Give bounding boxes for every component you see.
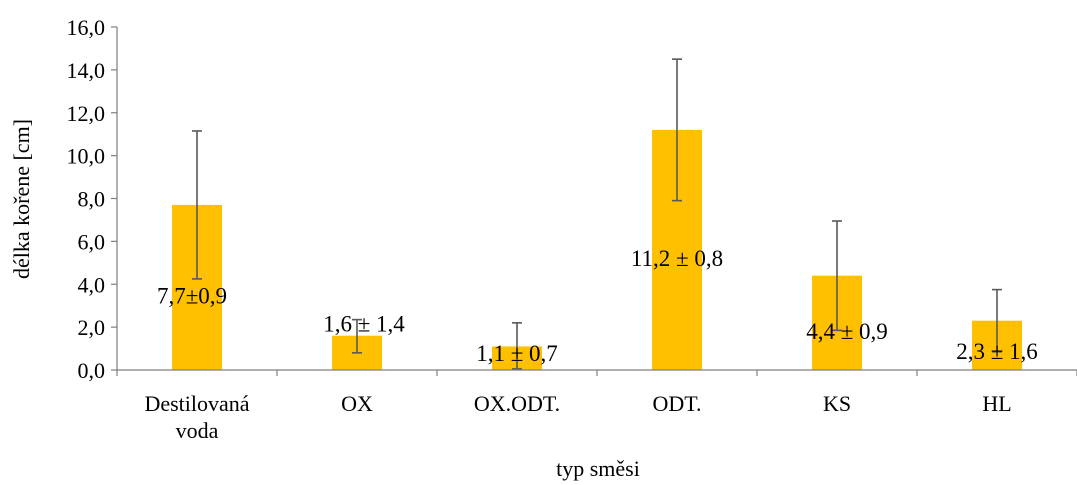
x-axis-title: typ směsi xyxy=(556,456,640,481)
y-tick-label: 16,0 xyxy=(67,15,106,40)
y-tick-label: 6,0 xyxy=(78,229,106,254)
data-label: 11,2 ± 0,8 xyxy=(631,246,723,271)
y-tick-label: 14,0 xyxy=(67,58,106,83)
y-tick-label: 12,0 xyxy=(67,101,106,126)
y-tick-label: 10,0 xyxy=(67,144,106,169)
y-tick-label: 0,0 xyxy=(78,358,106,383)
x-tick-label: KS xyxy=(823,391,851,416)
x-tick-label: OX.ODT. xyxy=(474,391,560,416)
y-tick-label: 4,0 xyxy=(78,272,106,297)
y-axis-title: délka kořene [cm] xyxy=(9,119,34,279)
data-labels: 7,7±0,9 1,6 ± 1,4 1,1 ± 0,7 11,2 ± 0,8 4,4 ±… xyxy=(157,246,1038,366)
x-tick-label: ODT. xyxy=(652,391,701,416)
x-tick-label: HL xyxy=(982,391,1011,416)
data-label: 1,6 ± 1,4 xyxy=(323,312,405,337)
y-tick-label: 2,0 xyxy=(78,315,106,340)
error-bars xyxy=(192,58,1002,370)
y-axis: 0,0 2,0 4,0 6,0 8,0 10,0 12,0 14,0 16,0 xyxy=(67,15,118,383)
data-label: 4,4 ± 0,9 xyxy=(806,319,888,344)
y-tick-label: 8,0 xyxy=(78,187,106,212)
data-label: 7,7±0,9 xyxy=(157,283,227,308)
data-label: 2,3 ± 1,6 xyxy=(956,339,1038,364)
x-tick-label: OX xyxy=(341,391,373,416)
x-tick-label: voda xyxy=(176,418,219,443)
bars xyxy=(172,129,1022,370)
data-label: 1,1 ± 0,7 xyxy=(476,341,558,366)
x-tick-label: Destilovaná xyxy=(144,391,249,416)
